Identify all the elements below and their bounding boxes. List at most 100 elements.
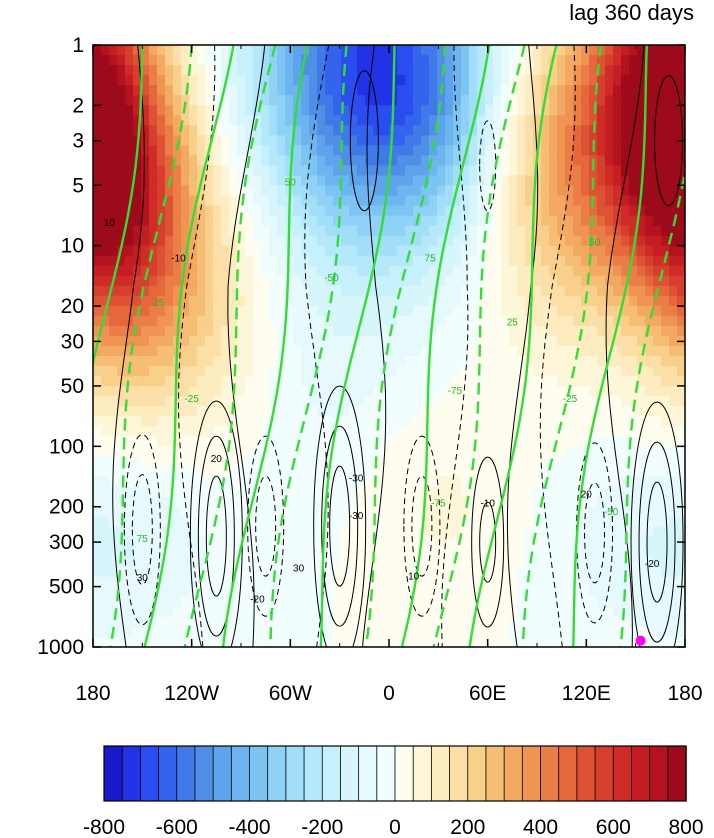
field-cell [117, 335, 126, 347]
field-cell [405, 406, 414, 417]
field-cell [621, 356, 630, 367]
field-cell [669, 506, 678, 518]
field-cell [509, 496, 518, 508]
field-cell [421, 125, 430, 136]
field-cell [221, 245, 230, 257]
field-cell [237, 205, 246, 217]
field-cell [269, 556, 278, 568]
field-cell [629, 145, 638, 156]
field-cell [269, 85, 278, 96]
field-cell [589, 85, 598, 96]
field-cell [189, 235, 198, 247]
field-cell [181, 516, 190, 528]
field-cell [573, 596, 582, 608]
field-cell [93, 185, 102, 197]
field-cell [453, 596, 462, 608]
field-cell [541, 105, 550, 116]
field-cell [645, 526, 654, 538]
field-cell [677, 466, 685, 478]
field-cell [493, 175, 502, 187]
field-cell [669, 175, 678, 187]
field-cell [549, 356, 558, 367]
field-cell [141, 616, 150, 628]
field-cell [357, 626, 366, 638]
field-cell [581, 225, 590, 237]
field-cell [245, 225, 254, 237]
field-cell [253, 596, 262, 608]
field-cell [245, 476, 254, 488]
field-cell [165, 325, 174, 337]
field-cell [117, 586, 126, 598]
field-cell [549, 245, 558, 257]
field-cell [557, 325, 566, 337]
field-cell [229, 456, 238, 467]
field-cell [429, 466, 438, 478]
field-cell [373, 556, 382, 568]
field-cell [461, 95, 470, 106]
field-cell [365, 175, 374, 187]
field-cell [445, 105, 454, 116]
field-cell [525, 556, 534, 568]
field-cell [573, 446, 582, 457]
field-cell [117, 486, 126, 498]
field-cell [421, 315, 430, 327]
field-cell [581, 75, 590, 86]
field-cell [613, 55, 622, 66]
field-cell [549, 295, 558, 307]
field-cell [437, 305, 446, 317]
field-cell [557, 105, 566, 116]
field-cell [645, 265, 654, 277]
field-cell [445, 255, 454, 267]
field-cell [645, 426, 654, 437]
field-cell [101, 346, 110, 357]
field-cell [221, 386, 230, 397]
field-cell [613, 606, 622, 618]
field-cell [605, 295, 614, 307]
field-cell [301, 335, 310, 347]
field-cell [317, 95, 326, 106]
field-cell [413, 426, 422, 437]
field-cell [421, 45, 430, 56]
field-cell [221, 205, 230, 217]
field-cell [357, 526, 366, 538]
field-cell [445, 145, 454, 156]
field-cell [421, 245, 430, 257]
field-cell [613, 205, 622, 217]
field-cell [605, 275, 614, 287]
field-cell [429, 265, 438, 277]
field-cell [141, 65, 150, 76]
colorbar-frame [103, 745, 687, 802]
field-cell [597, 406, 606, 417]
field-cell [301, 586, 310, 598]
field-cell [461, 255, 470, 267]
field-cell [381, 586, 390, 598]
field-cell [309, 325, 318, 337]
field-cell [501, 165, 510, 177]
field-cell [485, 315, 494, 327]
field-cell [357, 145, 366, 156]
field-cell [589, 356, 598, 367]
field-cell [229, 75, 238, 86]
field-cell [309, 175, 318, 187]
field-cell [445, 285, 454, 297]
field-cell [533, 506, 542, 518]
field-cell [109, 65, 118, 76]
field-cell [149, 115, 158, 126]
field-cell [541, 606, 550, 618]
field-cell [621, 416, 630, 427]
field-cell [405, 285, 414, 297]
field-cell [261, 466, 270, 478]
field-cell [365, 225, 374, 237]
field-cell [445, 275, 454, 287]
field-cell [453, 496, 462, 508]
field-cell [597, 165, 606, 177]
field-cell [677, 55, 685, 66]
field-cell [669, 195, 678, 207]
field-cell [125, 75, 134, 86]
field-cell [109, 235, 118, 247]
field-cell [365, 446, 374, 457]
field-cell [189, 636, 198, 647]
field-cell [421, 65, 430, 76]
field-cell [189, 255, 198, 267]
field-cell [605, 546, 614, 558]
